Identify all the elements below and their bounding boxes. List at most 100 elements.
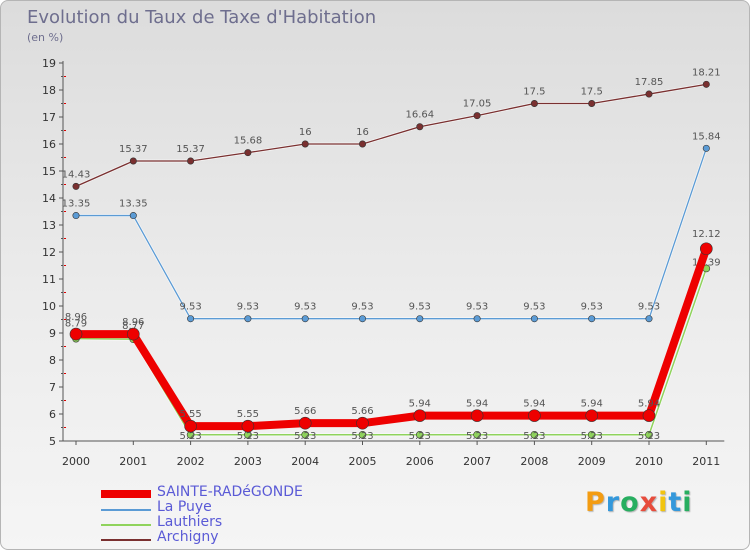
- series-halo-la-puye: [76, 147, 708, 321]
- data-point-la-puye: [244, 315, 252, 323]
- x-tick-label: 2001: [119, 455, 147, 468]
- data-point-archigny: [187, 157, 195, 165]
- y-tick-label: 15: [42, 165, 56, 178]
- logo-letter: t: [668, 487, 683, 518]
- x-tick-label: 2002: [177, 455, 205, 468]
- data-label-la-puye: 9.53: [581, 302, 603, 313]
- data-point-archigny: [244, 149, 252, 157]
- data-point-archigny: [358, 140, 366, 148]
- y-tick-label: 14: [42, 192, 56, 205]
- x-tick-label: 2009: [578, 455, 606, 468]
- chart-title: Evolution du Taux de Taxe d'Habitation: [27, 7, 377, 28]
- chart-unit-label: (en %): [27, 31, 64, 44]
- logo-letter: r: [605, 487, 621, 518]
- y-tick-label: 5: [49, 435, 56, 448]
- y-tick-label: 12: [42, 246, 56, 259]
- data-point-la-puye: [129, 212, 137, 220]
- logo-letter: o: [620, 487, 640, 518]
- x-tick-label: 2006: [406, 455, 434, 468]
- data-label-sainte-rad-gonde: 5.94: [638, 399, 660, 410]
- logo-letter: P: [585, 487, 606, 518]
- x-tick-label: 2007: [463, 455, 491, 468]
- data-point-la-puye: [72, 212, 80, 220]
- data-label-sainte-rad-gonde: 5.66: [294, 406, 316, 417]
- y-tick-label: 9: [49, 327, 56, 340]
- data-label-lauthiers: 11.39: [692, 257, 721, 268]
- data-point-sainte-rad-gonde: [585, 409, 599, 422]
- data-point-sainte-rad-gonde: [184, 419, 197, 433]
- data-label-sainte-rad-gonde: 5.94: [409, 399, 431, 410]
- data-point-lauthiers: [530, 430, 539, 439]
- data-point-la-puye: [530, 315, 538, 323]
- data-point-lauthiers: [587, 430, 596, 439]
- legend-swatch-la-puye: [101, 509, 151, 511]
- y-tick-label: 6: [49, 408, 56, 421]
- y-tick-label: 10: [42, 300, 56, 313]
- data-label-lauthiers: 5.23: [523, 431, 545, 442]
- data-point-la-puye: [588, 315, 596, 323]
- logo-letter: i: [658, 487, 669, 518]
- legend-label-lauthiers: Lauthiers: [157, 514, 223, 530]
- data-point-archigny: [530, 100, 538, 108]
- legend-label-sainte-radegonde: SAINTE-RADéGONDE: [157, 484, 303, 500]
- legend-label-la-puye: La Puye: [157, 499, 212, 515]
- data-point-lauthiers: [473, 430, 481, 439]
- series-line-la-puye: [75, 147, 707, 320]
- data-label-la-puye: 9.53: [466, 302, 488, 313]
- data-label-lauthiers: 5.23: [294, 431, 316, 442]
- data-label-la-puye: 9.53: [294, 302, 316, 313]
- x-tick-label: 2010: [635, 455, 663, 468]
- data-point-sainte-rad-gonde: [356, 416, 369, 430]
- data-point-la-puye: [702, 144, 710, 152]
- data-point-lauthiers: [301, 430, 310, 439]
- x-tick-label: 2008: [520, 455, 548, 468]
- y-tick-label: 19: [42, 57, 56, 70]
- data-label-la-puye: 15.84: [692, 131, 721, 142]
- data-label-la-puye: 13.35: [62, 199, 91, 210]
- data-point-sainte-rad-gonde: [642, 409, 656, 422]
- y-tick-label: 7: [49, 381, 56, 394]
- data-label-la-puye: 9.53: [179, 302, 201, 313]
- data-label-la-puye: 9.53: [351, 302, 373, 313]
- legend-swatch-archigny: [101, 539, 151, 541]
- data-label-sainte-rad-gonde: 8.96: [65, 312, 87, 323]
- data-label-sainte-rad-gonde: 5.66: [351, 406, 373, 417]
- data-label-lauthiers: 5.23: [466, 431, 488, 442]
- data-label-sainte-rad-gonde: 8.96: [122, 317, 144, 328]
- data-point-la-puye: [187, 315, 195, 323]
- data-label-archigny: 15.68: [234, 136, 263, 147]
- y-tick-label: 18: [42, 84, 56, 97]
- data-label-lauthiers: 5.23: [638, 431, 660, 442]
- data-point-sainte-rad-gonde: [127, 327, 140, 341]
- data-point-lauthiers: [358, 430, 367, 439]
- data-point-archigny: [129, 157, 137, 165]
- data-point-archigny: [702, 80, 710, 88]
- data-point-lauthiers: [415, 430, 424, 439]
- legend-label-archigny: Archigny: [157, 529, 219, 545]
- series-line-archigny: [75, 83, 707, 188]
- data-label-archigny: 17.85: [635, 77, 664, 88]
- data-label-archigny: 16: [299, 127, 312, 138]
- data-label-la-puye: 13.35: [119, 199, 148, 210]
- logo-letter: x: [639, 487, 659, 518]
- data-label-sainte-rad-gonde: 12.12: [692, 229, 721, 240]
- data-point-la-puye: [416, 315, 424, 323]
- proxiti-logo: Proxiti: [585, 487, 693, 518]
- series-halo-lauthiers: [75, 267, 708, 437]
- data-point-la-puye: [358, 315, 366, 323]
- x-tick-label: 2005: [349, 455, 377, 468]
- y-tick-label: 13: [42, 219, 56, 232]
- data-point-sainte-rad-gonde: [528, 409, 541, 422]
- data-label-la-puye: 9.53: [638, 302, 660, 313]
- x-tick-label: 2003: [234, 455, 262, 468]
- data-label-archigny: 14.43: [62, 169, 91, 180]
- data-point-la-puye: [645, 315, 653, 323]
- data-label-sainte-rad-gonde: 5.94: [523, 399, 545, 410]
- data-label-la-puye: 9.53: [237, 302, 259, 313]
- data-point-la-puye: [473, 315, 481, 323]
- data-point-archigny: [416, 123, 424, 131]
- data-label-archigny: 16: [356, 127, 369, 138]
- y-tick-label: 8: [49, 354, 56, 367]
- data-point-sainte-rad-gonde: [413, 409, 427, 422]
